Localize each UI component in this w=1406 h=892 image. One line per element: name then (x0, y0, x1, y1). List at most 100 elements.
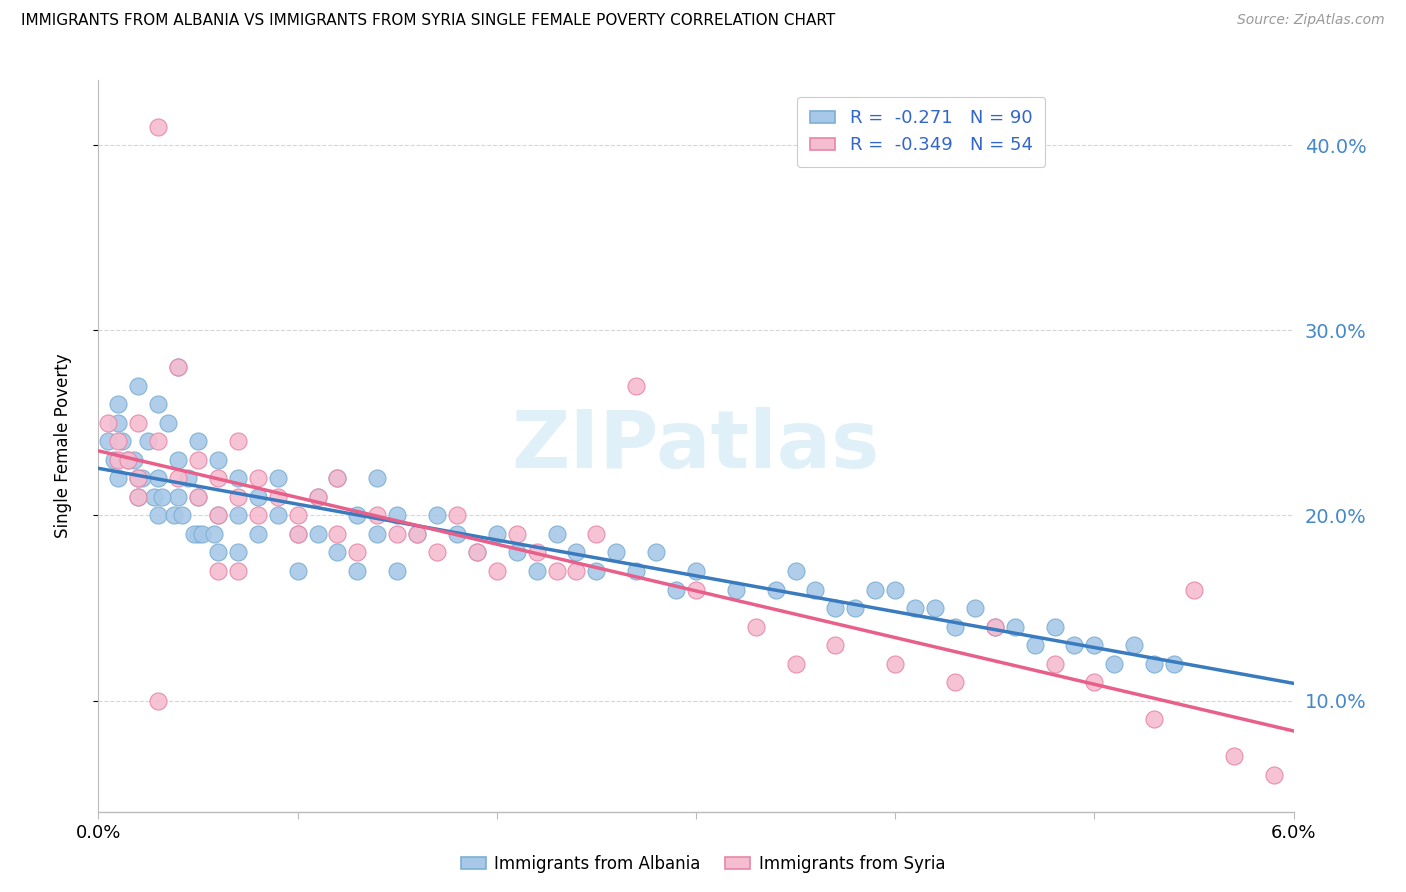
Point (117, 453, 139, 467)
Point (167, 360, 190, 375)
Point (506, 527, 529, 541)
Point (326, 471, 349, 485)
Point (267, 508, 290, 523)
Point (148, 120, 170, 134)
Point (187, 490, 209, 504)
Point (136, 434, 159, 449)
Point (585, 527, 607, 541)
Point (1182, 582, 1205, 597)
Point (326, 545, 349, 559)
Point (107, 397, 129, 411)
Point (426, 508, 449, 523)
Point (117, 453, 139, 467)
Point (127, 379, 149, 393)
Point (127, 416, 149, 430)
Point (465, 545, 488, 559)
Point (207, 564, 229, 578)
Point (127, 471, 149, 485)
Point (167, 471, 190, 485)
Point (143, 490, 166, 504)
Point (97, 416, 120, 430)
Point (246, 490, 269, 504)
Point (626, 379, 648, 393)
Point (346, 508, 368, 523)
Point (287, 508, 309, 523)
Point (984, 619, 1007, 633)
Point (844, 601, 866, 615)
Point (1104, 657, 1126, 671)
Point (884, 582, 907, 597)
Point (107, 416, 129, 430)
Point (565, 545, 588, 559)
Point (246, 527, 269, 541)
Point (267, 471, 290, 485)
Point (565, 564, 588, 578)
Point (585, 564, 607, 578)
Legend: R =  -0.271   N = 90, R =  -0.349   N = 54: R = -0.271 N = 90, R = -0.349 N = 54 (797, 96, 1046, 167)
Point (163, 508, 186, 523)
Point (546, 564, 568, 578)
Point (226, 471, 249, 485)
Point (1063, 638, 1085, 652)
Point (124, 453, 146, 467)
Point (226, 508, 249, 523)
Point (685, 564, 707, 578)
Point (187, 453, 209, 467)
Point (226, 490, 249, 504)
Point (626, 564, 648, 578)
Point (207, 545, 229, 559)
Point (824, 638, 846, 652)
Point (465, 545, 488, 559)
Point (326, 527, 349, 541)
Point (267, 490, 290, 504)
Point (183, 527, 205, 541)
Point (385, 508, 409, 523)
Point (207, 508, 229, 523)
Point (148, 397, 170, 411)
Point (1024, 638, 1046, 652)
Point (526, 564, 548, 578)
Point (148, 508, 170, 523)
Point (924, 601, 946, 615)
Point (307, 490, 329, 504)
Point (346, 545, 368, 559)
Point (127, 490, 149, 504)
Point (406, 527, 429, 541)
Point (157, 416, 180, 430)
Point (246, 471, 269, 485)
Point (148, 471, 170, 485)
Point (187, 434, 209, 449)
Point (1263, 767, 1285, 781)
Point (366, 508, 388, 523)
Point (148, 693, 170, 707)
Point (884, 657, 907, 671)
Point (406, 527, 429, 541)
Point (207, 471, 229, 485)
Text: Source: ZipAtlas.com: Source: ZipAtlas.com (1237, 13, 1385, 28)
Point (150, 490, 173, 504)
Point (426, 545, 449, 559)
Point (1083, 675, 1105, 690)
Point (1223, 749, 1246, 764)
Point (385, 527, 409, 541)
Point (107, 434, 129, 449)
Point (103, 453, 125, 467)
Point (226, 545, 249, 559)
Point (804, 582, 827, 597)
Point (865, 582, 887, 597)
Point (107, 453, 129, 467)
Point (307, 527, 329, 541)
Point (226, 434, 249, 449)
Point (326, 471, 349, 485)
Y-axis label: Single Female Poverty: Single Female Poverty (53, 354, 72, 538)
Point (246, 508, 269, 523)
Point (963, 601, 986, 615)
Point (167, 490, 190, 504)
Point (111, 434, 134, 449)
Point (943, 675, 966, 690)
Point (605, 545, 627, 559)
Point (506, 545, 529, 559)
Point (207, 508, 229, 523)
Point (1163, 657, 1185, 671)
Point (1143, 657, 1166, 671)
